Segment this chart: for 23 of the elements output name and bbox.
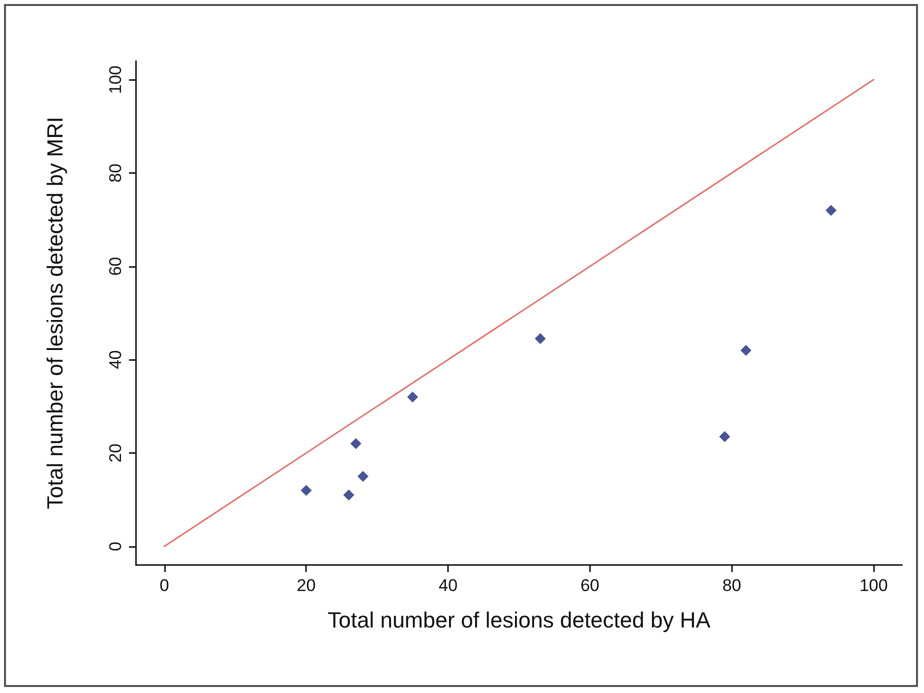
y-axis-title: Total number of lesions detected by MRI <box>42 116 68 510</box>
point <box>826 204 837 216</box>
point <box>357 470 368 482</box>
x-tick-label: 0 <box>160 576 170 595</box>
y-tick-label: 80 <box>106 164 125 182</box>
point <box>350 438 362 450</box>
y-tick-label: 20 <box>106 444 125 462</box>
x-tick-label: 60 <box>580 576 600 595</box>
y-tick-label: 40 <box>106 350 125 370</box>
y-tick-label: 0 <box>106 542 125 552</box>
point <box>534 333 546 344</box>
point <box>343 490 354 500</box>
x-tick-label: 40 <box>438 576 458 595</box>
point <box>719 431 730 442</box>
point <box>740 344 752 356</box>
x-tick-label: 20 <box>296 576 316 595</box>
point <box>300 484 312 496</box>
x-axis-title: Total number of lesions detected by HA <box>328 608 711 632</box>
y-tick-label: 100 <box>106 65 125 94</box>
point <box>407 392 418 402</box>
y-tick-label: 60 <box>106 256 125 276</box>
x-tick-label: 100 <box>859 576 888 595</box>
x-tick-label: 80 <box>722 576 742 595</box>
